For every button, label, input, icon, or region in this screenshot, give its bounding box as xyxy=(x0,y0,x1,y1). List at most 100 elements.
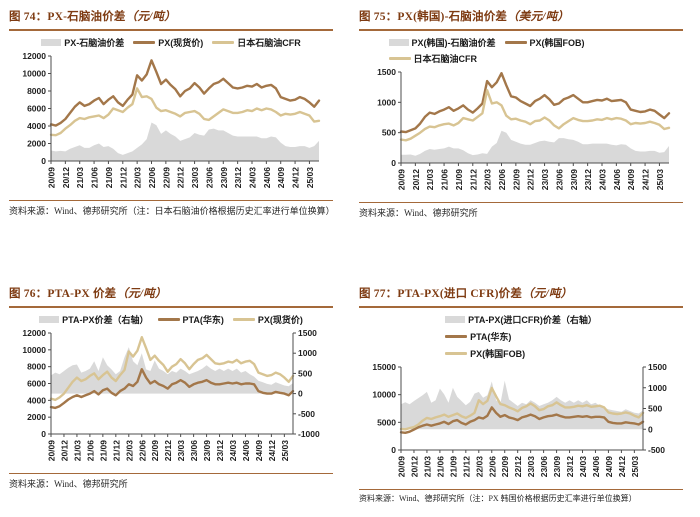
svg-text:23/12: 23/12 xyxy=(215,440,225,462)
legend-label: PX(韩国FOB) xyxy=(470,349,526,359)
svg-text:23/06: 23/06 xyxy=(554,169,564,191)
svg-text:23/09: 23/09 xyxy=(569,169,579,191)
legend-swatch-area-icon xyxy=(41,39,62,46)
svg-text:1500: 1500 xyxy=(648,362,667,372)
svg-text:22/03: 22/03 xyxy=(124,440,134,462)
svg-text:21/06: 21/06 xyxy=(435,456,445,478)
figure-title-text: PX(韩国)-石脑油价差 xyxy=(397,11,508,23)
chart-svg: 0 5000 10000 15000 -500 0 500 1000 1500 20/09 20/1… xyxy=(372,362,667,478)
svg-text:22/09: 22/09 xyxy=(500,456,510,478)
svg-text:21/12: 21/12 xyxy=(468,169,478,191)
svg-text:12000: 12000 xyxy=(22,51,46,61)
svg-text:24/12: 24/12 xyxy=(617,456,627,478)
source-note: 资料来源：Wind、德邦研究所（注：日本石脑油价格根据历史汇率进行单位换算） xyxy=(9,200,335,217)
svg-text:25/03: 25/03 xyxy=(280,440,290,462)
svg-text:2000: 2000 xyxy=(27,139,46,149)
figure-panel-74: 图 74：PX-石脑油价差（元/吨） PX-石脑油价差 PX(现货价) 日本石脑油C… xyxy=(0,0,350,277)
svg-text:20/09: 20/09 xyxy=(47,440,57,462)
svg-text:20/12: 20/12 xyxy=(61,167,71,189)
svg-text:20/12: 20/12 xyxy=(411,169,421,191)
svg-text:-500: -500 xyxy=(298,409,315,419)
svg-text:22/09: 22/09 xyxy=(150,440,160,462)
legend-item: PX(韩国FOB) xyxy=(504,36,585,49)
svg-text:1500: 1500 xyxy=(298,328,317,338)
legend-swatch-line-icon xyxy=(445,352,468,355)
figure-number: 图 76： xyxy=(9,288,48,300)
svg-text:21/06: 21/06 xyxy=(90,167,100,189)
source-note: 资料来源：Wind、德邦研究所 xyxy=(359,202,683,219)
svg-text:22/06: 22/06 xyxy=(497,169,507,191)
svg-text:21/03: 21/03 xyxy=(422,456,432,478)
legend-item: PX(现货价) xyxy=(133,36,203,49)
svg-text:23/03: 23/03 xyxy=(190,167,200,189)
legend-label: PX(现货价) xyxy=(257,315,303,325)
svg-text:25/03: 25/03 xyxy=(305,167,315,189)
svg-text:24/06: 24/06 xyxy=(241,440,251,462)
svg-text:23/06: 23/06 xyxy=(189,440,199,462)
figure-number: 图 74： xyxy=(9,11,48,23)
legend-item: PX(韩国FOB) xyxy=(445,347,525,360)
svg-text:21/09: 21/09 xyxy=(104,167,114,189)
figure-panel-77: 图 77：PTA-PX(进口 CFR)价差（元/吨） PTA-PX(进口CFR)… xyxy=(350,277,700,517)
svg-text:21/09: 21/09 xyxy=(454,169,464,191)
figure-number: 图 77： xyxy=(359,288,398,300)
legend-label: 日本石脑油CFR xyxy=(237,38,301,48)
svg-text:22/12: 22/12 xyxy=(526,169,536,191)
legend-label: PTA-PX(进口CFR)价差（右轴） xyxy=(468,315,597,325)
svg-text:21/09: 21/09 xyxy=(448,456,458,478)
legend-swatch-line-icon xyxy=(133,41,156,44)
svg-text:22/06: 22/06 xyxy=(147,167,157,189)
svg-text:1500: 1500 xyxy=(377,67,396,77)
figure-panel-75: 图 75：PX(韩国)-石脑油价差（美元/吨） PX(韩国)-石脑油价差 PX(韩… xyxy=(350,0,700,277)
svg-text:24/06: 24/06 xyxy=(612,169,622,191)
legend-item: PTA(华东) xyxy=(157,313,224,326)
svg-text:21/03: 21/03 xyxy=(75,167,85,189)
svg-text:24/03: 24/03 xyxy=(228,440,238,462)
svg-text:21/12: 21/12 xyxy=(461,456,471,478)
svg-text:1000: 1000 xyxy=(298,348,317,358)
figure-title-unit: （元/吨） xyxy=(125,11,176,23)
legend-label: PTA(华东) xyxy=(182,315,224,325)
legend-swatch-area-icon xyxy=(39,316,60,323)
svg-text:22/12: 22/12 xyxy=(513,456,523,478)
svg-text:23/06: 23/06 xyxy=(204,167,214,189)
svg-text:2000: 2000 xyxy=(27,412,46,422)
svg-text:22/09: 22/09 xyxy=(511,169,521,191)
figure-75-title: 图 75：PX(韩国)-石脑油价差（美元/吨） xyxy=(359,8,683,31)
legend-item: PTA-PX价差（右轴） xyxy=(39,313,149,326)
svg-text:0: 0 xyxy=(648,424,653,434)
chart-75-plot: 0 500 1000 1500 20/09 20/12 21/03 21/06 21/09 21/… xyxy=(359,67,683,199)
legend-swatch-line-icon xyxy=(157,318,180,321)
figure-74-title: 图 74：PX-石脑油价差（元/吨） xyxy=(9,8,333,31)
svg-text:24/03: 24/03 xyxy=(598,169,608,191)
svg-text:20/12: 20/12 xyxy=(59,440,69,462)
svg-text:0: 0 xyxy=(391,445,396,455)
chart-77-plot: 0 5000 10000 15000 -500 0 500 1000 1500 20/09 20/1… xyxy=(359,362,683,486)
chart-svg: 0 2000 4000 6000 8000 10000 12000 20/09 20/12 21/… xyxy=(22,51,321,189)
svg-text:24/06: 24/06 xyxy=(591,456,601,478)
legend-label: PX(韩国)-石脑油价差 xyxy=(411,38,496,48)
legend-label: 日本石脑油CFR xyxy=(413,54,478,64)
svg-text:21/06: 21/06 xyxy=(440,169,450,191)
legend-swatch-line-icon xyxy=(445,335,468,338)
svg-text:21/03: 21/03 xyxy=(72,440,82,462)
legend-items: PX(韩国)-石脑油价差 PX(韩国FOB) 日本石脑油CFR xyxy=(388,36,654,65)
svg-text:0: 0 xyxy=(41,429,46,439)
svg-text:23/09: 23/09 xyxy=(552,456,562,478)
svg-text:-1000: -1000 xyxy=(298,429,320,439)
svg-text:24/03: 24/03 xyxy=(578,456,588,478)
svg-text:0: 0 xyxy=(391,158,396,168)
svg-text:0: 0 xyxy=(41,156,46,166)
source-text: 资料来源：Wind、德邦研究所（注：日本石脑油价格根据历史汇率进行单位换算） xyxy=(9,206,335,216)
svg-text:10000: 10000 xyxy=(372,390,396,400)
chart-svg: 0 2000 4000 6000 8000 10000 12000 -1000 -500 0 500… xyxy=(22,328,320,462)
svg-text:24/12: 24/12 xyxy=(267,440,277,462)
svg-text:4000: 4000 xyxy=(27,395,46,405)
svg-text:25/03: 25/03 xyxy=(655,169,665,191)
svg-text:21/06: 21/06 xyxy=(85,440,95,462)
legend-label: PX(韩国FOB) xyxy=(529,38,585,48)
legend-label: PX-石脑油价差 xyxy=(64,38,125,48)
svg-text:23/06: 23/06 xyxy=(539,456,549,478)
legend-label: PTA(华东) xyxy=(470,332,512,342)
